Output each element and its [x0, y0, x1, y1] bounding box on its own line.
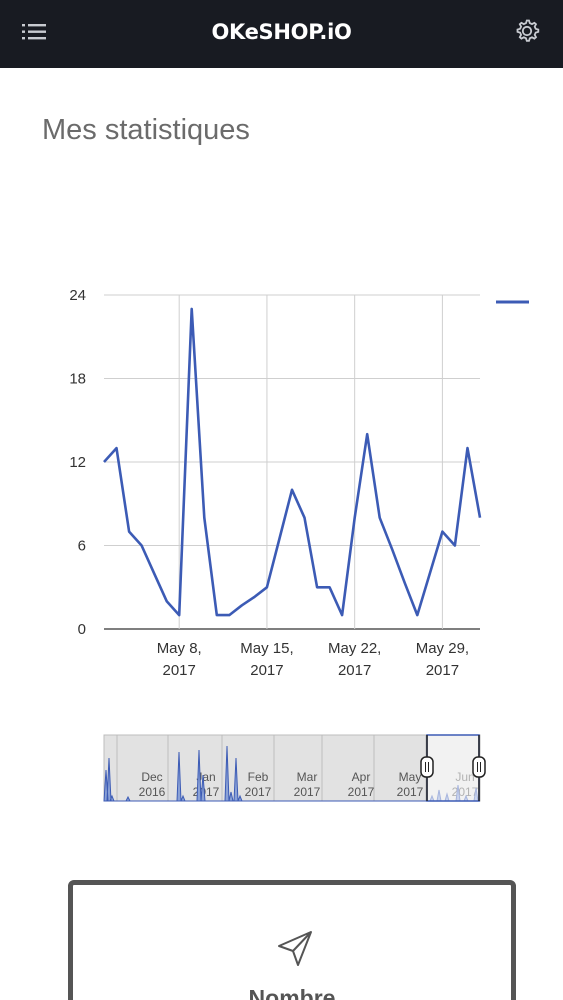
range-year-label: 2017	[294, 785, 321, 799]
range-month-label: Apr	[352, 770, 371, 784]
y-tick-label: 6	[78, 538, 86, 555]
x-tick-year: 2017	[426, 662, 459, 679]
top-app-bar: OKeSHOP.iO	[0, 0, 563, 68]
y-axis-ticks: 0 6 12 18 24	[69, 287, 86, 638]
settings-button[interactable]	[511, 15, 543, 47]
range-month-label: Mar	[297, 770, 318, 784]
x-tick-label: May 29,	[416, 640, 469, 657]
range-year-label: 2017	[245, 785, 272, 799]
range-year-label: 2017	[348, 785, 375, 799]
range-selector-background	[103, 734, 481, 802]
app-brand: OKeSHOP.iO	[211, 20, 352, 44]
x-tick-label: May 15,	[240, 640, 293, 657]
gear-icon	[516, 19, 540, 42]
send-arrow-icon	[278, 931, 312, 966]
range-year-label: 2017	[397, 785, 424, 799]
y-tick-label: 12	[69, 454, 86, 471]
x-tick-year: 2017	[250, 662, 283, 679]
range-selected-window[interactable]	[426, 734, 480, 802]
y-tick-label: 0	[78, 621, 86, 638]
page-title: Mes statistiques	[42, 114, 250, 146]
statistics-line-chart: 0 6 12 18 24 May 8, 2017 May 15, 2017 May 22, 201…	[69, 287, 529, 679]
range-end-handle[interactable]	[472, 756, 486, 778]
range-handles[interactable]	[420, 735, 486, 801]
menu-button[interactable]	[20, 20, 50, 44]
x-axis-ticks: May 8, 2017 May 15, 2017 May 22, 2017 May 29, 2…	[157, 640, 469, 679]
date-range-selector[interactable]: Dec2016Jan2017Feb2017Mar2017Apr2017May20…	[0, 730, 563, 810]
x-tick-year: 2017	[163, 662, 196, 679]
range-month-label: May	[399, 770, 422, 784]
stat-card-label: Nombre	[248, 985, 336, 1000]
range-year-label: 2016	[139, 785, 166, 799]
y-tick-label: 24	[69, 287, 86, 304]
series-line	[103, 307, 482, 617]
stat-card-nombre[interactable]: Nombre	[68, 880, 516, 1000]
range-start-handle[interactable]	[420, 756, 434, 778]
x-tick-label: May 22,	[328, 640, 381, 657]
x-tick-label: May 8,	[157, 640, 202, 657]
chart-gridlines	[104, 294, 480, 630]
range-month-label: Feb	[248, 770, 269, 784]
x-tick-year: 2017	[338, 662, 371, 679]
range-month-label: Dec	[141, 770, 162, 784]
y-tick-label: 18	[69, 371, 86, 388]
list-menu-icon	[22, 24, 46, 40]
range-month-label: Jan	[196, 770, 215, 784]
